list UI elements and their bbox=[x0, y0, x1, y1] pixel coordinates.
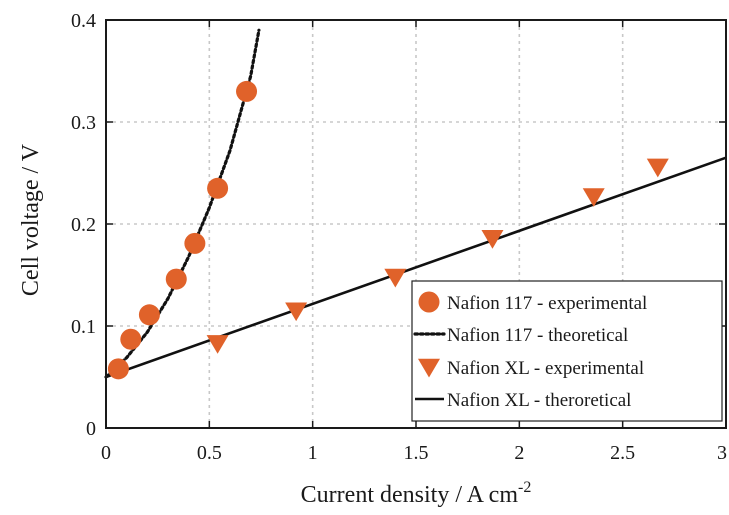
y-tick-label-4: 0.4 bbox=[71, 10, 96, 32]
x-tick-label-3: 1.5 bbox=[404, 442, 429, 464]
y-tick-label-2: 0.2 bbox=[71, 214, 96, 236]
y-tick-label-0: 0 bbox=[86, 418, 96, 440]
legend: Nafion 117 - experimental Nafion 117 - t… bbox=[411, 280, 723, 422]
axes bbox=[105, 19, 727, 429]
x-axis-title-main: Current density / A cm bbox=[301, 482, 519, 508]
point-nafion-xl-experimental-0 bbox=[206, 335, 229, 354]
y-axis-title: Cell voltage / V bbox=[18, 143, 44, 296]
point-nafion-117-experimental-1 bbox=[120, 328, 142, 350]
x-tick-label-2: 1 bbox=[308, 442, 318, 464]
x-tick-label-0: 0 bbox=[101, 442, 111, 464]
legend-label-nafion117-theoretical: Nafion 117 - theoretical bbox=[447, 325, 628, 346]
x-axis-title-superscript: -2 bbox=[518, 479, 531, 496]
legend-box bbox=[411, 280, 723, 422]
tick-labels: 0 0.5 1 1.5 2 2.5 3 0 0.1 0.2 0.3 0.4 bbox=[71, 10, 727, 464]
point-nafion-117-experimental-6 bbox=[236, 80, 258, 102]
point-nafion-xl-experimental-2 bbox=[384, 268, 407, 288]
point-nafion-xl-experimental-1 bbox=[285, 302, 308, 322]
x-tick-label-1: 0.5 bbox=[197, 442, 222, 464]
point-nafion-117-experimental-2 bbox=[138, 304, 160, 326]
point-nafion-117-experimental-4 bbox=[184, 232, 206, 254]
point-nafion-xl-experimental-3 bbox=[481, 230, 504, 249]
y-tick-label-3: 0.3 bbox=[71, 112, 96, 134]
legend-symbols bbox=[413, 291, 446, 401]
legend-symbol-nafion-xl-experimental bbox=[418, 358, 440, 378]
series-line-nafion-xl-theroretical bbox=[105, 156, 727, 379]
legend-label-nafion117-experimental: Nafion 117 - experimental bbox=[447, 293, 647, 314]
legend-symbol-nafion-117-experimental bbox=[418, 291, 440, 313]
point-nafion-117-experimental-0 bbox=[107, 358, 129, 380]
point-nafion-xl-experimental-4 bbox=[582, 188, 605, 207]
legend-label-nafionxl-theoretical: Nafion XL - theroretical bbox=[447, 390, 631, 411]
series-layer bbox=[104, 28, 727, 380]
x-tick-label-4: 2 bbox=[514, 442, 524, 464]
x-axis-title: Current density / A cm-2 bbox=[301, 479, 532, 508]
legend-label-nafionxl-experimental: Nafion XL - experimental bbox=[447, 358, 644, 379]
point-nafion-117-experimental-5 bbox=[207, 177, 229, 199]
y-tick-label-1: 0.1 bbox=[71, 316, 96, 338]
point-nafion-xl-experimental-5 bbox=[646, 158, 669, 178]
x-tick-label-5: 2.5 bbox=[610, 442, 635, 464]
point-nafion-117-experimental-3 bbox=[165, 268, 187, 290]
x-tick-label-6: 3 bbox=[717, 442, 727, 464]
